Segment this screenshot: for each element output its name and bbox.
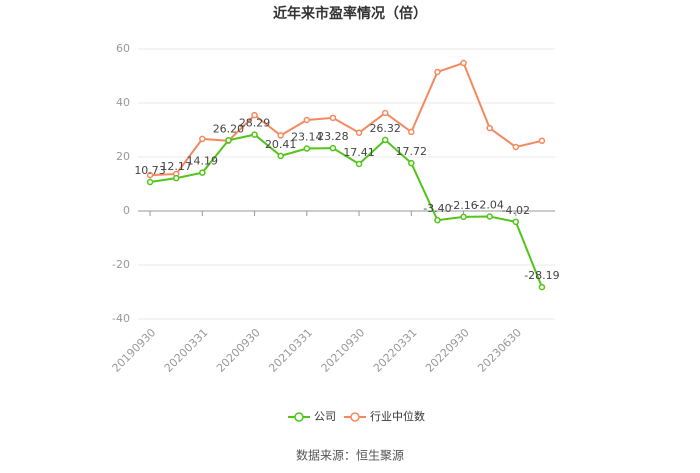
point [538, 137, 546, 145]
point [225, 137, 232, 144]
point [199, 169, 206, 176]
point [277, 132, 284, 139]
y-tick-label: 20 [116, 150, 130, 163]
data-label: 12.17 [160, 160, 192, 173]
point [329, 144, 337, 152]
x-tick-label: 20220930 [423, 326, 472, 375]
chart-title: 近年来市盈率情况（倍） [273, 5, 427, 22]
point [329, 114, 337, 122]
y-tick-label: 60 [116, 42, 130, 55]
point [355, 129, 363, 136]
data-label: -3.40 [423, 202, 451, 215]
data-label: -2.04 [475, 199, 503, 212]
data-label: 17.72 [396, 145, 428, 158]
y-tick-label: -40 [112, 312, 130, 325]
data-label: 14.19 [187, 155, 219, 168]
data-label: 23.28 [317, 130, 349, 143]
point [381, 109, 389, 117]
data-label: 17.41 [343, 146, 375, 159]
series-line [150, 61, 543, 177]
point [460, 213, 467, 221]
data-label: 10.73 [134, 164, 166, 177]
point [408, 128, 415, 136]
data-label: 26.20 [213, 122, 245, 135]
point [381, 136, 389, 144]
point [303, 116, 311, 124]
data-label: 23.14 [291, 131, 323, 144]
data-label: 26.32 [369, 122, 401, 135]
x-tick-label: 20220331 [371, 326, 420, 375]
point [486, 213, 493, 220]
data-label: 20.41 [265, 138, 297, 151]
legend-label: 行业中位数 [370, 409, 425, 423]
point [512, 218, 520, 226]
point [486, 124, 493, 132]
data-label: -4.02 [502, 204, 530, 217]
data-label: -2.16 [449, 199, 477, 212]
point [355, 160, 363, 168]
point [251, 111, 258, 119]
point [277, 152, 284, 160]
point [199, 135, 206, 143]
y-tick-label: -20 [112, 258, 130, 271]
x-tick-label: 20210930 [319, 326, 368, 375]
y-tick-label: 40 [116, 96, 130, 109]
point [303, 145, 311, 152]
x-tick-label: 20200331 [162, 326, 211, 375]
legend-label: 公司 [314, 410, 336, 423]
series-line [149, 133, 543, 288]
x-tick-label: 20190930 [110, 326, 159, 375]
point [172, 174, 180, 182]
data-label: -28.19 [524, 269, 559, 282]
point [538, 283, 546, 291]
point [460, 59, 467, 67]
source: 数据来源：恒生聚源 [296, 448, 404, 463]
legend-marker [294, 412, 304, 422]
point [408, 159, 415, 167]
x-tick-label: 20200930 [214, 326, 263, 375]
x-tick-label: 20210331 [266, 326, 315, 375]
point [434, 68, 441, 76]
x-tick-label: 20230630 [475, 326, 524, 375]
y-tick-label: 0 [123, 204, 130, 217]
point [434, 216, 441, 224]
data-label: 28.29 [239, 117, 271, 130]
point [251, 131, 258, 138]
point [146, 171, 154, 179]
legend-marker [350, 412, 360, 422]
point [512, 143, 520, 151]
point [146, 178, 154, 186]
